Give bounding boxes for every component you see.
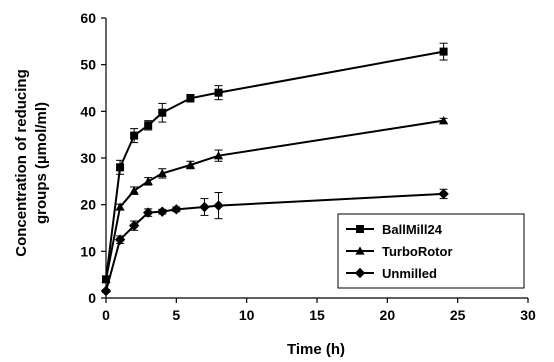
plot-area: 0 10 20 30 40 50 60 0 5 10 15 20 25 30 <box>80 10 536 323</box>
x-tick-label: 15 <box>309 307 325 323</box>
y-axis-label-line-1: Concentration of reducing <box>13 69 30 257</box>
data-point <box>129 186 139 195</box>
data-point <box>143 207 154 218</box>
x-tick-label: 25 <box>450 307 466 323</box>
data-point <box>128 220 140 231</box>
data-point <box>116 163 125 172</box>
data-point <box>185 160 195 169</box>
y-tick-label: 40 <box>80 103 96 119</box>
data-point <box>439 47 448 56</box>
y-tick-label: 0 <box>88 290 96 306</box>
x-tick-label: 20 <box>380 307 396 323</box>
y-axis-label-line-2: groups (µmol/ml) <box>33 102 50 224</box>
y-tick-label: 30 <box>80 150 96 166</box>
legend: BallMill24 TurboRotor Unmilled <box>337 213 525 289</box>
data-point <box>115 202 125 211</box>
y-tick-label: 60 <box>80 10 96 26</box>
legend-entry: BallMill24 <box>382 222 443 237</box>
data-point <box>130 131 139 140</box>
data-point <box>157 168 167 178</box>
x-tick-label: 30 <box>520 307 536 323</box>
data-point <box>214 88 223 97</box>
data-point <box>114 234 126 245</box>
legend-marker <box>354 267 366 279</box>
legend-marker <box>355 246 365 255</box>
data-point <box>186 94 195 103</box>
y-tick-label: 20 <box>80 197 96 213</box>
data-point <box>438 188 449 200</box>
data-point <box>213 200 224 211</box>
x-tick-label: 5 <box>172 307 180 323</box>
series-turborotor <box>101 116 449 284</box>
y-tick-label: 10 <box>80 243 96 259</box>
data-point <box>144 121 153 130</box>
series-unmilled <box>100 188 449 297</box>
x-tick-label: 10 <box>239 307 255 323</box>
legend-entry: TurboRotor <box>382 244 453 259</box>
x-axis-label: Time (h) <box>287 341 345 358</box>
legend-entry: Unmilled <box>382 266 437 281</box>
y-tick-label: 50 <box>80 57 96 73</box>
y-axis-label: Concentration of reducing groups (µmol/m… <box>13 69 50 257</box>
data-point <box>143 176 153 186</box>
legend-marker <box>356 225 364 233</box>
data-point <box>171 204 182 215</box>
data-point <box>158 108 167 117</box>
data-point <box>439 116 449 125</box>
data-point <box>157 206 168 217</box>
data-point <box>199 201 210 213</box>
data-point <box>213 151 224 160</box>
data-point <box>100 285 112 297</box>
series-line <box>105 50 444 280</box>
x-tick-label: 0 <box>102 307 110 323</box>
